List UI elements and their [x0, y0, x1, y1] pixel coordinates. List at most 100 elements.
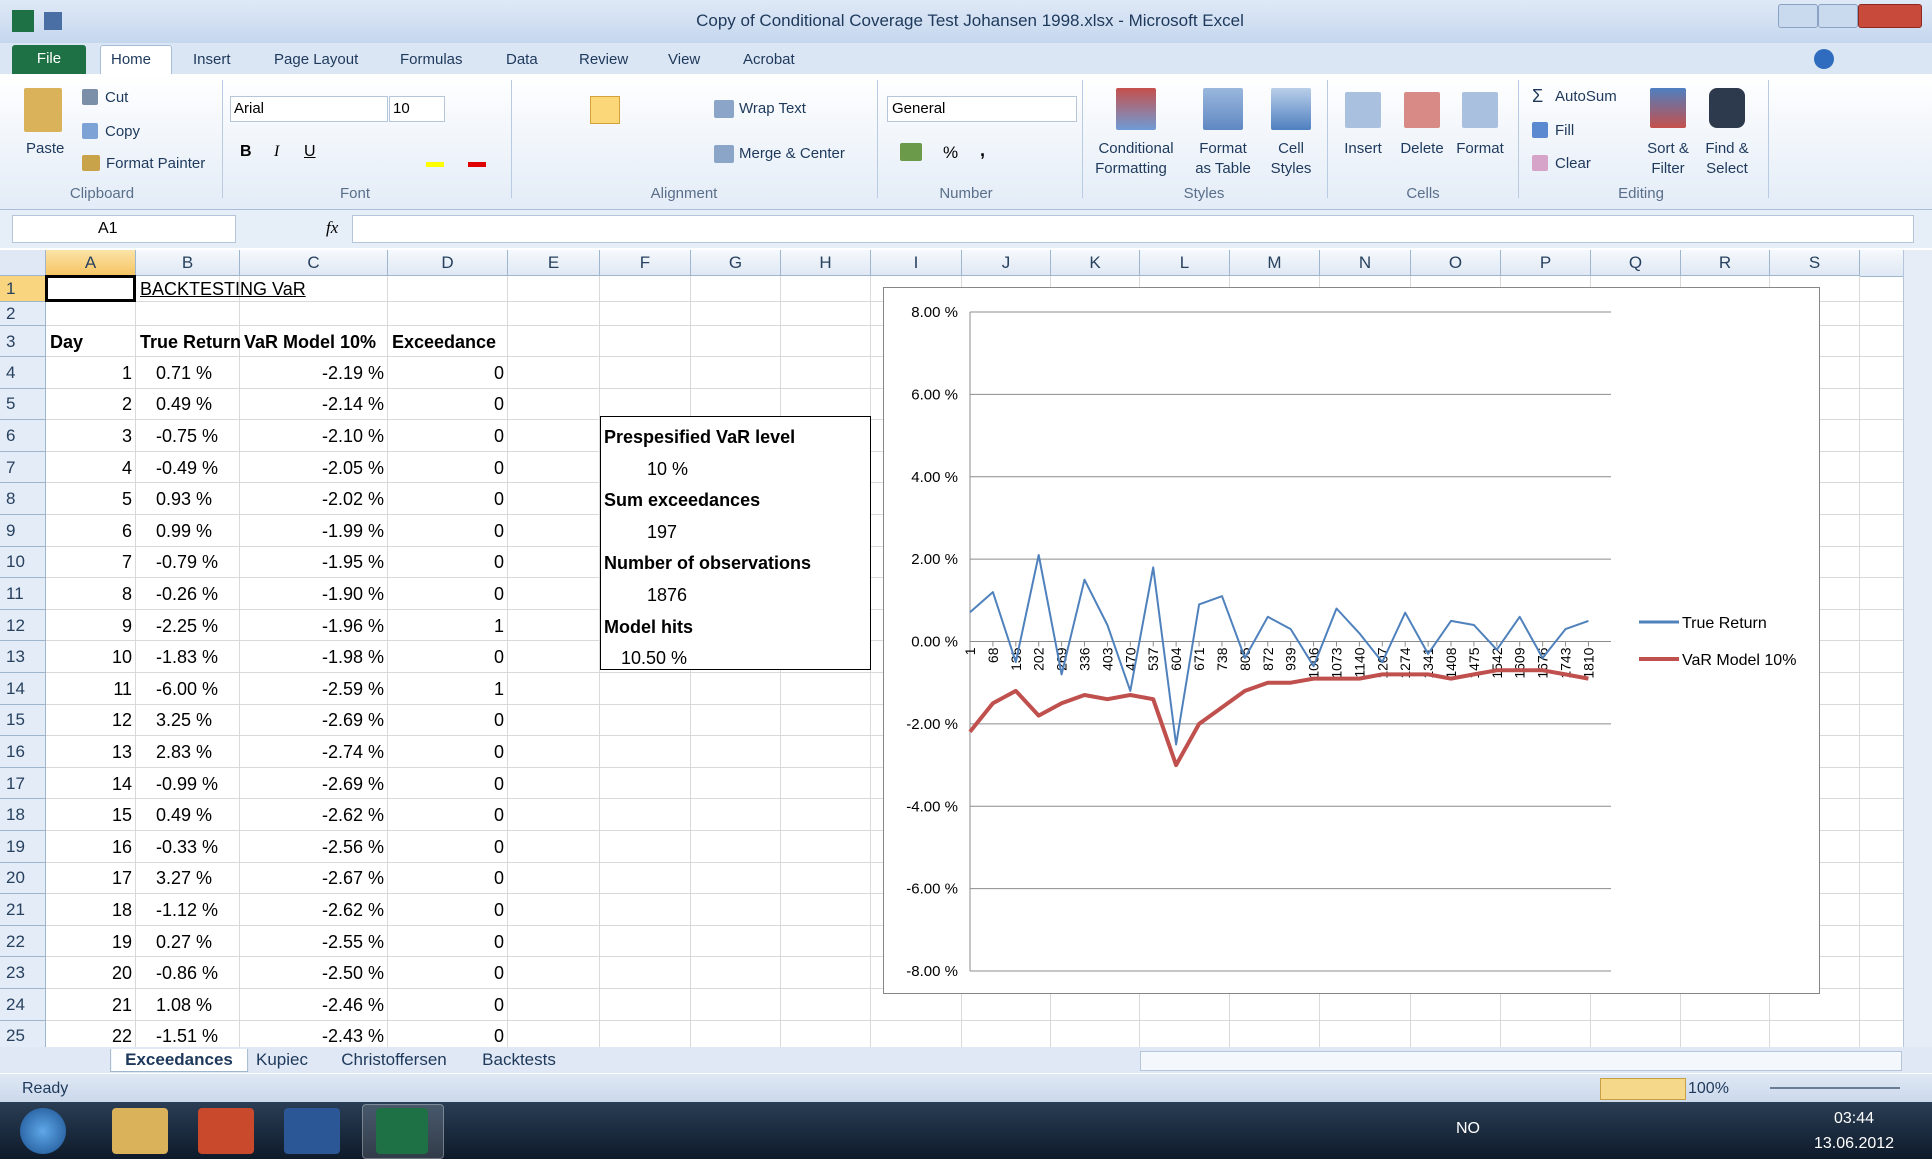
delete-button[interactable]: Delete — [1400, 140, 1444, 157]
row-header[interactable]: 20 — [0, 862, 46, 895]
tab-insert[interactable]: Insert — [193, 51, 231, 68]
row-header[interactable]: 4 — [0, 357, 46, 389]
save-icon[interactable] — [44, 12, 62, 30]
column-header[interactable]: K — [1051, 250, 1140, 276]
row-header[interactable]: 2 — [0, 302, 46, 326]
column-header[interactable]: S — [1770, 250, 1860, 276]
tab-home[interactable]: Home — [111, 51, 152, 68]
start-button[interactable] — [20, 1108, 66, 1154]
help-button[interactable] — [1814, 49, 1834, 69]
column-header[interactable]: E — [508, 250, 600, 276]
word-icon[interactable] — [284, 1108, 340, 1154]
copy-button[interactable]: Copy — [105, 123, 141, 140]
row-header[interactable]: 9 — [0, 515, 46, 547]
row-header[interactable]: 7 — [0, 451, 46, 484]
tab-data[interactable]: Data — [506, 51, 538, 68]
row-header[interactable]: 16 — [0, 736, 46, 768]
column-header[interactable]: P — [1501, 250, 1591, 276]
find-select-2[interactable]: Select — [1706, 160, 1748, 177]
column-header[interactable]: J — [962, 250, 1051, 276]
text-box[interactable]: Prespesified VaR level 10 % Sum exceedance… — [600, 416, 871, 670]
paste-button[interactable]: Paste — [26, 140, 65, 157]
row-header[interactable]: 10 — [0, 546, 46, 579]
row-header[interactable]: 24 — [0, 989, 46, 1021]
sheet-tab[interactable]: Christoffersen — [341, 1050, 447, 1069]
view-buttons[interactable] — [1600, 1078, 1686, 1100]
row-header[interactable]: 22 — [0, 925, 46, 958]
cell-styles-2[interactable]: Styles — [1270, 160, 1312, 177]
sheet-tab[interactable]: Kupiec — [256, 1050, 308, 1069]
comma-button[interactable]: , — [980, 140, 986, 160]
column-header[interactable]: F — [600, 250, 691, 276]
fill-color[interactable] — [426, 162, 444, 167]
column-header[interactable]: O — [1411, 250, 1501, 276]
sheet-tab[interactable]: Exceedances — [110, 1049, 248, 1072]
row-header[interactable]: 12 — [0, 609, 46, 642]
zoom-level[interactable]: 100% — [1688, 1080, 1729, 1097]
column-header[interactable]: A — [46, 250, 136, 276]
sort-filter-1[interactable]: Sort & — [1647, 140, 1689, 157]
row-header[interactable]: 15 — [0, 704, 46, 737]
row-header[interactable]: 13 — [0, 641, 46, 673]
row-header[interactable]: 11 — [0, 578, 46, 610]
find-select-1[interactable]: Find & — [1705, 140, 1749, 157]
wrap-text-button[interactable]: Wrap Text — [739, 100, 806, 117]
align-middle-button[interactable] — [590, 96, 620, 124]
tab-acrobat[interactable]: Acrobat — [743, 51, 795, 68]
tab-page-layout[interactable]: Page Layout — [274, 51, 359, 68]
row-header[interactable]: 1 — [0, 276, 46, 302]
percent-button[interactable]: % — [943, 143, 959, 162]
underline-button[interactable]: U — [304, 143, 316, 160]
column-header[interactable]: Q — [1591, 250, 1681, 276]
paste-icon[interactable] — [24, 88, 62, 132]
row-header[interactable]: 14 — [0, 673, 46, 705]
conditional-formatting-1[interactable]: Conditional — [1098, 140, 1174, 157]
zoom-slider[interactable] — [1770, 1087, 1900, 1089]
row-header[interactable]: 25 — [0, 1020, 46, 1047]
row-header[interactable]: 6 — [0, 420, 46, 452]
column-header[interactable]: B — [136, 250, 240, 276]
number-format-box[interactable] — [887, 96, 1077, 122]
explorer-icon[interactable] — [112, 1108, 168, 1154]
bold-button[interactable]: B — [240, 143, 252, 160]
insert-button[interactable]: Insert — [1344, 140, 1382, 157]
format-as-table-2[interactable]: as Table — [1195, 160, 1251, 177]
language[interactable]: NO — [1456, 1120, 1480, 1137]
vertical-scrollbar[interactable] — [1903, 250, 1932, 1047]
tab-view[interactable]: View — [668, 51, 701, 68]
powerpoint-icon[interactable] — [198, 1108, 254, 1154]
merge-center-button[interactable]: Merge & Center — [739, 145, 845, 162]
column-header[interactable]: M — [1230, 250, 1320, 276]
sheet-tab[interactable]: Backtests — [482, 1050, 556, 1069]
column-header[interactable]: L — [1140, 250, 1230, 276]
row-header[interactable]: 23 — [0, 957, 46, 989]
cut-button[interactable]: Cut — [105, 89, 129, 106]
clear-button[interactable]: Clear — [1555, 155, 1591, 172]
format-painter-button[interactable]: Format Painter — [106, 155, 206, 172]
conditional-formatting-2[interactable]: Formatting — [1095, 160, 1167, 177]
font-size-box[interactable] — [389, 96, 445, 122]
format-button[interactable]: Format — [1456, 140, 1504, 157]
row-header[interactable]: 3 — [0, 326, 46, 357]
fx-button[interactable]: fx — [326, 218, 339, 237]
format-as-table-1[interactable]: Format — [1199, 140, 1247, 157]
column-header[interactable]: C — [240, 250, 388, 276]
italic-button[interactable]: I — [274, 143, 280, 160]
column-header[interactable]: H — [781, 250, 871, 276]
name-box[interactable] — [12, 215, 236, 243]
tab-review[interactable]: Review — [579, 51, 629, 68]
sort-filter-2[interactable]: Filter — [1651, 160, 1685, 177]
tab-file[interactable]: File — [36, 50, 62, 67]
cell-styles-1[interactable]: Cell — [1278, 140, 1304, 157]
column-header[interactable]: N — [1320, 250, 1411, 276]
fill-button[interactable]: Fill — [1555, 122, 1575, 139]
tab-formulas[interactable]: Formulas — [400, 51, 463, 68]
chart[interactable]: 8.00 % 6.00 % 4.00 % 2.00 % 0.00 % -2.00 % -4.… — [883, 287, 1820, 994]
font-color[interactable] — [468, 162, 486, 167]
clock-date[interactable]: 13.06.2012 — [1813, 1135, 1895, 1152]
autosum-button[interactable]: AutoSum — [1555, 88, 1617, 105]
row-header[interactable]: 5 — [0, 388, 46, 421]
clock-time[interactable]: 03:44 — [1833, 1110, 1875, 1127]
row-header[interactable]: 8 — [0, 483, 46, 515]
minimize-button[interactable] — [1778, 4, 1818, 28]
